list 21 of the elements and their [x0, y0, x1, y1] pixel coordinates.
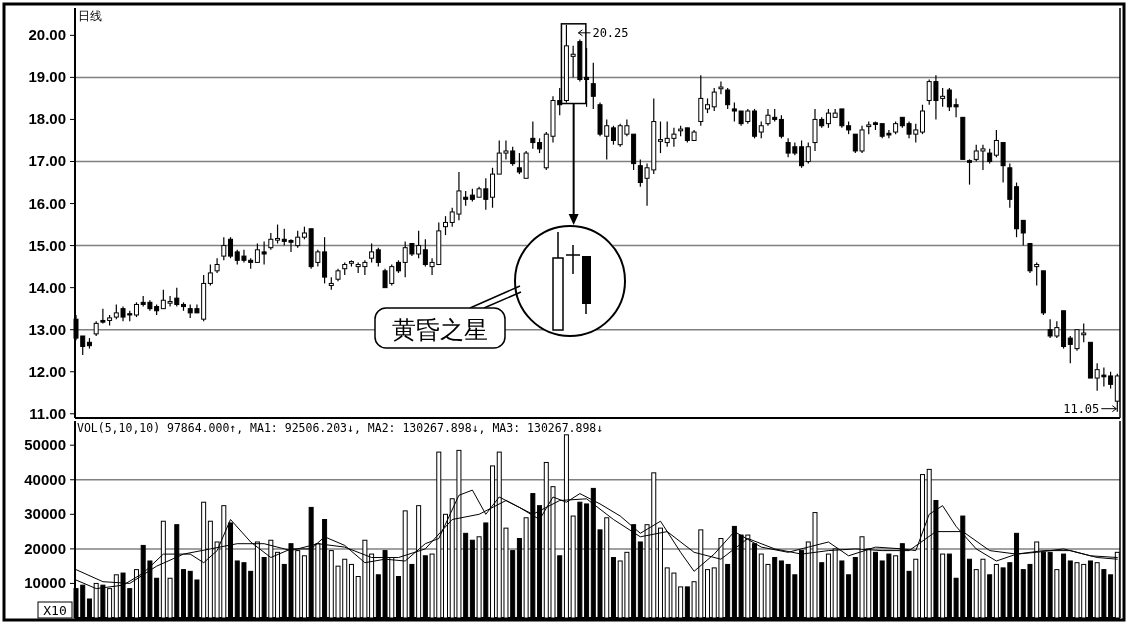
text: X10 — [43, 603, 67, 618]
chart-title: 日线 — [78, 9, 102, 23]
annotation: VOL(5,10,10) 97864.000↑, MA1: 92506.203↓, MA2: 130267.898↓, MA3: 130267.898↓ — [77, 421, 604, 435]
y-tick-label: 30000 — [24, 505, 66, 523]
y-tick-label: 11.00 — [29, 404, 66, 422]
annotation: 20.25 — [592, 25, 629, 40]
y-tick-label: 17.00 — [28, 152, 66, 170]
y-tick-label: 10000 — [24, 574, 66, 592]
y-tick-label: 20000 — [24, 539, 66, 557]
y-tick-label: 19.00 — [28, 68, 66, 86]
y-tick-label: 12.00 — [28, 362, 66, 380]
y-tick-label: 16.00 — [28, 194, 66, 212]
y-tick-label: 18.00 — [28, 110, 66, 128]
y-tick-label: 15.00 — [28, 236, 66, 254]
y-tick-label: 14.00 — [28, 278, 66, 296]
annotation: 黄昏之星 — [392, 316, 488, 344]
y-tick-label: 20.00 — [28, 26, 66, 44]
y-tick-label: 13.00 — [28, 320, 66, 338]
annotation: 11.05 — [1063, 401, 1100, 416]
y-tick-label: 40000 — [24, 470, 66, 488]
y-tick-label: 50000 — [24, 436, 66, 454]
